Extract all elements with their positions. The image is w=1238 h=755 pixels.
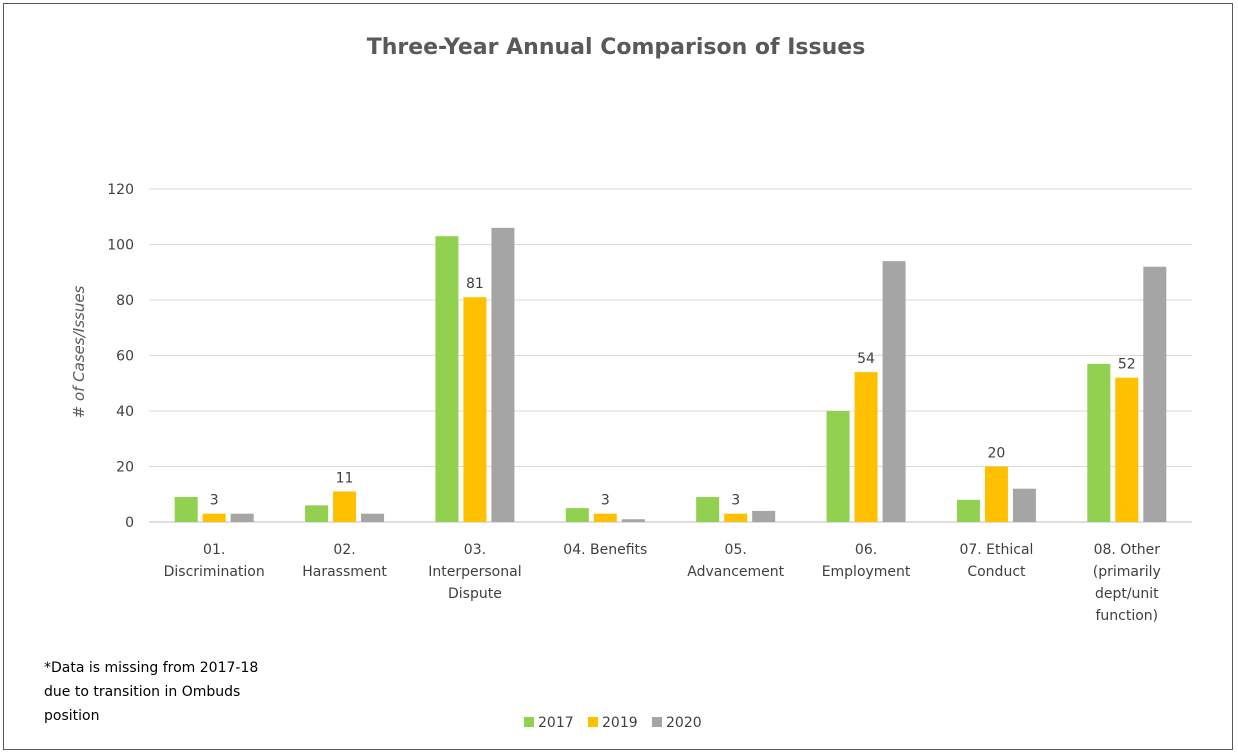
data-label: 54 [857,351,875,367]
legend-label-2020: 2020 [666,715,702,731]
bar-2019 [724,513,748,522]
x-axis-categories: 01. Discrimination 02. Harassment 03. Interpe… [164,542,1161,624]
y-axis-ticks: 0 20 40 60 80 100 120 [107,182,134,531]
bar-2017 [435,236,459,523]
data-labels: 3 11 81 3 3 54 20 52 [210,276,1136,508]
data-label: 3 [731,493,740,509]
x-category-label: 05. Advancement [687,542,784,580]
bar-2019 [1115,377,1139,522]
bar-chart: Three-Year Annual Comparison of Issues 0… [44,35,1192,731]
footnote-text: *Data is missing from 2017-18 due to tran… [44,660,258,724]
x-category-label: 01. Discrimination [164,542,265,580]
x-category-label: 06. Employment [822,542,911,580]
y-tick-label: 60 [116,349,134,365]
bar-2017 [696,497,720,522]
y-tick-label: 0 [125,515,134,531]
data-label: 20 [988,446,1006,462]
y-tick-label: 80 [116,293,134,309]
bar-2017 [1087,363,1111,522]
y-tick-label: 100 [107,238,134,254]
legend: 2017 2019 2020 [524,715,702,731]
x-category-label: 03. Interpersonal Dispute [428,542,521,602]
chart-frame: Three-Year Annual Comparison of Issues 0… [3,3,1233,750]
bar-2017 [305,505,329,522]
bar-2020 [621,519,645,522]
legend-swatch-2020 [652,717,662,727]
bar-2020 [361,513,385,522]
data-label: 81 [466,276,484,292]
bar-2020 [230,513,254,522]
legend-label-2019: 2019 [602,715,638,731]
x-category-label: 07. Ethical Conduct [959,542,1033,580]
bar-2020 [1012,488,1036,522]
bar-2017 [956,499,980,522]
bar-2019 [593,513,617,522]
y-axis-label: # of Cases/Issues [70,285,88,418]
bar-2019 [984,466,1008,522]
data-label: 3 [210,493,219,509]
bar-2020 [1143,266,1167,522]
y-tick-label: 40 [116,404,134,420]
data-label: 11 [336,470,354,486]
data-label: 3 [601,493,610,509]
x-category-label: 04. Benefits [563,542,647,558]
bar-2017 [565,508,589,522]
legend-label-2017: 2017 [538,715,574,731]
data-label: 52 [1118,357,1136,373]
legend-swatch-2017 [524,717,534,727]
bar-2020 [752,510,776,522]
y-tick-label: 120 [107,182,134,198]
bar-2020 [882,261,906,522]
chart-title: Three-Year Annual Comparison of Issues [367,35,866,60]
bar-2020 [491,227,515,522]
legend-swatch-2019 [588,717,598,727]
x-category-label: 02. Harassment [302,542,387,580]
gridlines [149,188,1192,523]
x-category-label: 08. Other (primarily dept/unit function) [1093,542,1161,624]
bars [174,227,1167,523]
bar-2017 [174,497,198,522]
bar-2017 [826,411,850,522]
y-tick-label: 20 [116,460,134,476]
bar-2019 [333,491,357,522]
bar-2019 [202,513,226,522]
footnote: *Data is missing from 2017-18 due to tran… [44,660,258,724]
bar-2019 [854,372,878,522]
bar-2019 [463,297,487,522]
